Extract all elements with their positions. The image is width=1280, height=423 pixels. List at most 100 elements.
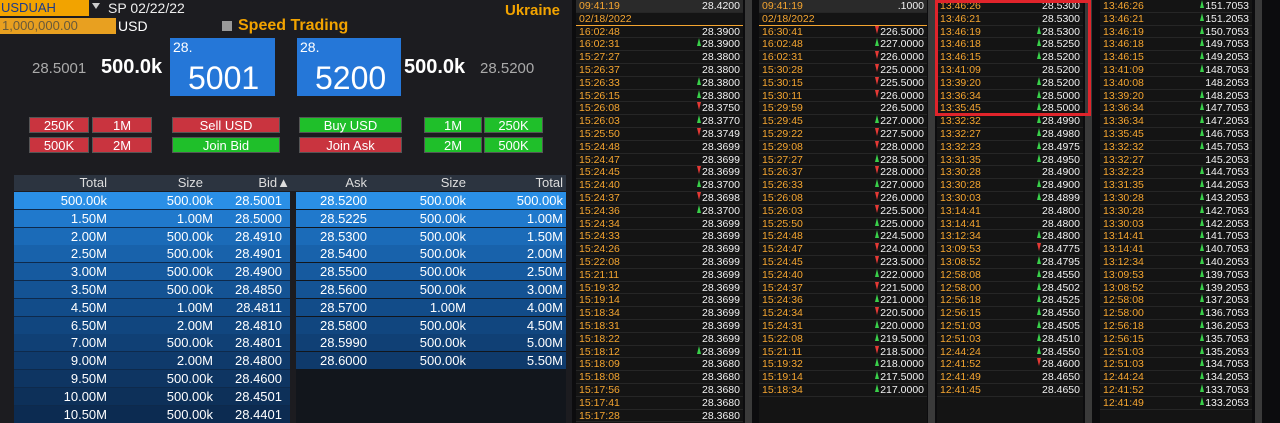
tick-value: 28.4980 (1037, 127, 1080, 141)
order-button[interactable]: Buy USD (299, 117, 402, 133)
tick-value: 28.3700 (697, 204, 740, 218)
tick-row: 15:26:33 28.3800 (576, 76, 743, 90)
tick-value: 28.3750 (697, 102, 740, 115)
tick-time: 13:31:35 (940, 153, 981, 166)
tick-time: 13:46:19 (1103, 25, 1144, 38)
tick-row: 13:14:41 140.7053 (1100, 243, 1252, 256)
tick-arrow (875, 89, 880, 98)
tick-time: 15:24:33 (579, 230, 620, 243)
order-button[interactable]: 500K (484, 137, 543, 153)
tick-row: 15:24:31 220.0000 (759, 319, 927, 333)
tick-price: 147.7053 (1205, 102, 1249, 115)
tick-arrow (1200, 268, 1205, 277)
dropdown-arrow[interactable] (92, 3, 100, 9)
tick-price: 136.7053 (1205, 307, 1249, 320)
tick-time: 13:46:15 (1103, 51, 1144, 64)
tick-price: 28.3680 (702, 383, 740, 396)
tick-value: 148.7053 (1200, 63, 1249, 77)
tick-time: 15:26:33 (579, 76, 620, 89)
tick-time: 15:24:45 (762, 255, 803, 268)
order-button[interactable]: Sell USD (172, 117, 280, 133)
ticker-input[interactable]: USDUAH (0, 0, 89, 16)
tick-value: 142.7053 (1200, 204, 1249, 218)
bid-cell: 28.4811 (235, 299, 282, 315)
tick-row: 15:27:27 28.3800 (576, 51, 743, 64)
ask-cell: 28.5700 (320, 299, 367, 315)
tick-price: 135.2053 (1205, 345, 1249, 358)
order-button[interactable]: 1M (424, 117, 482, 133)
tick-row: 15:19:14 217.5000 (759, 371, 927, 384)
ask-row-bg (296, 334, 566, 352)
order-button[interactable]: Join Bid (172, 137, 280, 153)
tick-row: 15:30:28 225.0000 (759, 63, 927, 77)
tick-price: 28.4900 (1042, 166, 1080, 179)
tick-time: 13:30:03 (1103, 217, 1144, 230)
tick-arrow (1200, 102, 1205, 111)
tick-value: 28.4900 (1037, 179, 1080, 192)
order-button[interactable]: 500K (29, 137, 89, 153)
tick-row: 12:51:03 134.7053 (1100, 358, 1252, 372)
tick-row: 15:24:37 28.3698 (576, 191, 743, 205)
checkbox[interactable] (222, 21, 232, 31)
ask-box[interactable]: 28. 5200 (297, 38, 401, 96)
tick-price: 28.5000 (1042, 89, 1080, 102)
tick-time: 13:40:08 (1103, 76, 1144, 89)
tick-row: 15:24:26 28.3699 (576, 243, 743, 256)
tick-row: 15:24:34 220.5000 (759, 307, 927, 320)
tick-row: 12:56:18 136.2053 (1100, 319, 1252, 333)
tick-price: 144.7053 (1205, 166, 1249, 179)
bid-box[interactable]: 28. 5001 (170, 38, 275, 96)
order-button[interactable]: 1M (92, 117, 152, 133)
tick-value: 28.3749 (697, 127, 740, 141)
tick-row: 13:32:32 145.7053 (1100, 140, 1252, 154)
tick-time: 15:24:26 (579, 243, 620, 256)
tick-time: 15:27:27 (762, 153, 803, 166)
tick-value: 28.5000 (1037, 102, 1080, 115)
order-button[interactable]: 250K (29, 117, 89, 133)
tick-price: 28.4200 (702, 0, 740, 12)
tick-row: 15:24:40 222.0000 (759, 268, 927, 282)
tick-price: 217.0000 (880, 383, 924, 396)
bid-cell: 500.00k (166, 406, 213, 422)
ask-prefix: 28. (300, 39, 320, 55)
tick-arrow (875, 153, 880, 162)
tick-row: 12:58:08 28.4550 (937, 268, 1083, 282)
ask-row-bg (296, 316, 566, 334)
tick-row: 13:46:15 28.5200 (937, 51, 1083, 64)
tick-price: 137.2053 (1205, 294, 1249, 307)
tick-price: 217.5000 (880, 371, 924, 384)
tick-value: 28.4795 (1037, 255, 1080, 269)
tick-value: 148.2053 (1205, 77, 1249, 90)
tick-value: 28.4200 (702, 0, 740, 13)
amount-input[interactable]: 1,000,000.00 (0, 18, 116, 34)
tick-arrow (1200, 179, 1205, 188)
tick-time: 15:24:47 (579, 153, 620, 166)
tick-arrow (875, 371, 880, 380)
order-button[interactable]: 250K (484, 117, 543, 133)
ask-price: 28.5200 (480, 60, 535, 77)
tick-arrow (875, 140, 880, 149)
tick-arrow (1037, 153, 1042, 162)
tick-price: 28.3698 (702, 191, 740, 204)
tick-value: 227.0000 (875, 115, 924, 128)
order-button[interactable]: 2M (424, 137, 482, 153)
tick-time: 12:41:52 (1103, 383, 1144, 396)
tick-price: 148.7053 (1205, 63, 1249, 76)
tick-row: 13:14:41 141.7053 (1100, 230, 1252, 244)
tick-row: 15:17:28 28.3680 (576, 410, 743, 423)
tick-time: 13:46:21 (1103, 12, 1144, 25)
tick-value: 223.5000 (875, 255, 924, 269)
order-button[interactable]: 2M (92, 137, 152, 153)
tick-row: 15:21:11 28.3699 (576, 269, 743, 282)
tick-row: 15:29:22 227.5000 (759, 127, 927, 141)
tick-value: 227.5000 (875, 127, 924, 141)
tick-price: 28.4502 (1042, 281, 1080, 294)
tick-price: 150.7053 (1205, 25, 1249, 38)
tick-price: 220.0000 (880, 319, 924, 332)
tick-row: 15:25:50 225.0000 (759, 217, 927, 231)
tick-value: 220.5000 (875, 307, 924, 320)
bid-row-bg (14, 298, 290, 316)
tick-row: 13:39:20 148.2053 (1100, 89, 1252, 103)
tick-price: 28.3800 (702, 76, 740, 89)
order-button[interactable]: Join Ask (299, 137, 402, 153)
